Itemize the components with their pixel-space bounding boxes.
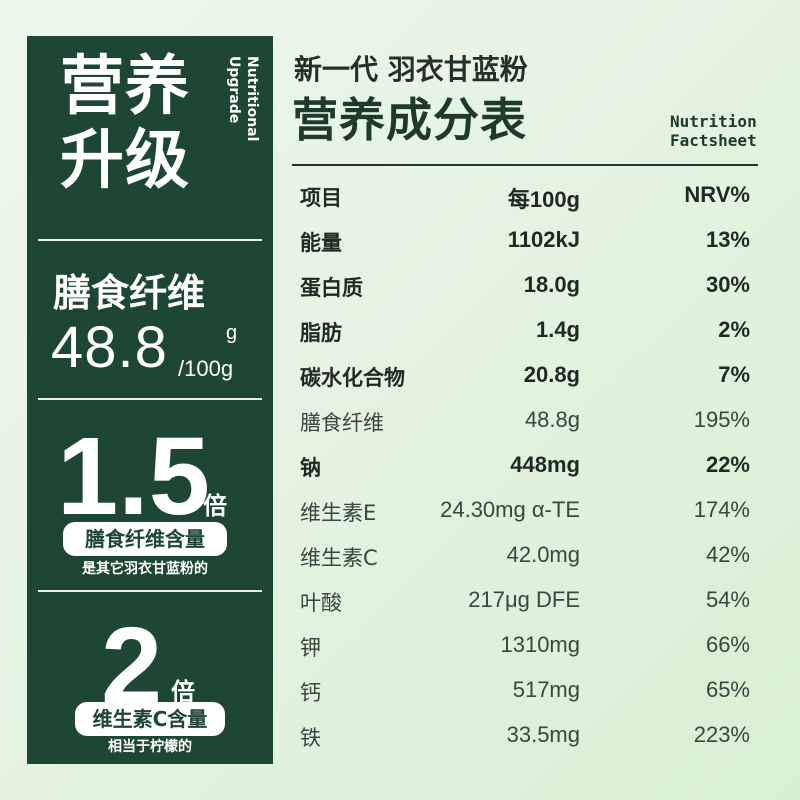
cell-nrv: 30% — [705, 272, 750, 297]
cell-item: 铁 — [300, 726, 321, 750]
stat2-note: 相当于柠檬的 — [108, 739, 192, 755]
table-row: 碳水化合物 20.8g 7% — [300, 362, 750, 402]
hero-title-line1: 营养 — [60, 50, 190, 124]
table-row: 蛋白质 18.0g 30% — [300, 272, 750, 312]
fiber-label: 膳食纤维 — [53, 271, 206, 315]
divider — [38, 398, 262, 400]
table-header-row: 项目 每100g NRV% — [300, 182, 750, 222]
column-header-nrv: NRV% — [684, 182, 750, 207]
table-row: 脂肪 1.4g 2% — [300, 317, 750, 357]
cell-item: 蛋白质 — [300, 276, 363, 300]
cell-nrv: 65% — [705, 677, 750, 702]
cell-nrv: 22% — [705, 452, 750, 477]
table-row: 叶酸 217μg DFE 54% — [300, 587, 750, 627]
stat2-pill: 维生素C含量 — [75, 702, 225, 736]
cell-amount: 48.8g — [524, 407, 580, 432]
cell-nrv: 2% — [718, 317, 750, 342]
fiber-unit-per: /100g — [178, 356, 234, 381]
column-header-item: 项目 — [300, 186, 342, 210]
hero-sub-line2: Upgrade — [226, 56, 242, 124]
stat1-number: 1.5 — [57, 415, 210, 538]
table-row: 维生素E 24.30mg α-TE 174% — [300, 497, 750, 537]
factsheet-label: Nutrition Factsheet — [670, 112, 757, 150]
cell-nrv: 7% — [718, 362, 750, 387]
hero-sub-line1: Nutritional — [244, 56, 260, 142]
cell-amount: 20.8g — [523, 362, 580, 387]
cell-nrv: 13% — [705, 227, 750, 252]
factsheet-line1: Nutrition — [670, 112, 757, 131]
table-row: 维生素C 42.0mg 42% — [300, 542, 750, 582]
cell-nrv: 66% — [705, 632, 750, 657]
cell-item: 碳水化合物 — [300, 366, 405, 390]
divider — [38, 590, 262, 592]
cell-nrv: 54% — [705, 587, 750, 612]
stat2-times: 倍 — [171, 678, 195, 706]
hero-subtitle: Nutritional Upgrade — [225, 56, 261, 141]
cell-item: 能量 — [300, 231, 342, 255]
stat1-times: 倍 — [203, 492, 227, 520]
cell-amount: 33.5mg — [506, 722, 580, 747]
table-title: 营养成分表 — [292, 93, 527, 147]
cell-amount: 517mg — [512, 677, 580, 702]
hero-title: 营养 升级 — [60, 50, 190, 198]
cell-amount: 24.30mg α-TE — [440, 497, 580, 522]
cell-nrv: 174% — [693, 497, 750, 522]
cell-item: 维生素C — [300, 546, 378, 570]
cell-item: 膳食纤维 — [300, 411, 384, 435]
cell-item: 维生素E — [300, 501, 377, 525]
highlight-panel: 营养 升级 Nutritional Upgrade 膳食纤维 48.8 g /1… — [27, 36, 273, 764]
fiber-unit: g — [226, 322, 238, 344]
cell-item: 叶酸 — [300, 591, 342, 615]
cell-item: 钙 — [300, 681, 321, 705]
product-name: 新一代 羽衣甘蓝粉 — [294, 53, 528, 86]
hero-title-line2: 升级 — [60, 124, 190, 198]
cell-item: 钠 — [300, 456, 321, 480]
cell-item: 钾 — [300, 636, 321, 660]
stat1-pill: 膳食纤维含量 — [63, 522, 227, 556]
cell-amount: 217μg DFE — [468, 587, 580, 612]
stat1-note: 是其它羽衣甘蓝粉的 — [82, 561, 208, 577]
header-rule — [292, 164, 758, 166]
factsheet-line2: Factsheet — [670, 131, 757, 150]
table-row: 膳食纤维 48.8g 195% — [300, 407, 750, 447]
cell-item: 脂肪 — [300, 321, 342, 345]
table-row: 钙 517mg 65% — [300, 677, 750, 717]
divider — [38, 239, 262, 241]
table-row: 钾 1310mg 66% — [300, 632, 750, 672]
table-row: 铁 33.5mg 223% — [300, 722, 750, 762]
cell-nrv: 195% — [693, 407, 750, 432]
cell-nrv: 42% — [705, 542, 750, 567]
table-row: 能量 1102kJ 13% — [300, 227, 750, 267]
fiber-value: 48.8 — [51, 315, 168, 380]
cell-amount: 1102kJ — [507, 227, 580, 252]
cell-nrv: 223% — [693, 722, 750, 747]
table-row: 钠 448mg 22% — [300, 452, 750, 492]
cell-amount: 18.0g — [523, 272, 580, 297]
cell-amount: 1310mg — [500, 632, 580, 657]
cell-amount: 42.0mg — [506, 542, 580, 567]
cell-amount: 448mg — [510, 452, 580, 477]
column-header-amount: 每100g — [507, 187, 580, 212]
cell-amount: 1.4g — [535, 317, 580, 342]
